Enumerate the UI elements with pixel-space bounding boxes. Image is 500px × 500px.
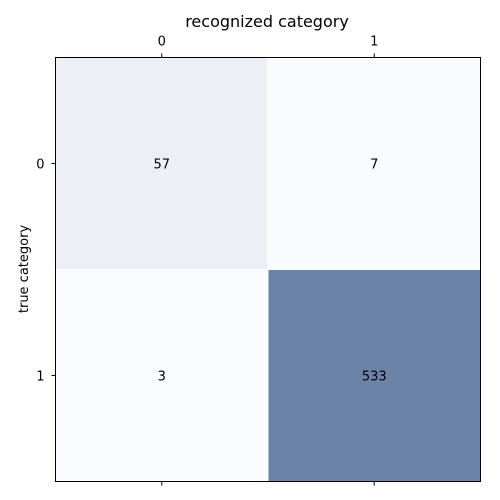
x-tick-label: 0: [158, 35, 166, 50]
plot-frame: [55, 57, 481, 482]
heatmap-cell: [267, 57, 481, 270]
x-axis-title: recognized category: [185, 12, 349, 31]
heatmap-cells: [55, 57, 481, 482]
axis-ticks: 0 1 0 1: [36, 35, 378, 486]
y-axis-title: true category: [17, 225, 32, 314]
heatmap-cell: [267, 269, 481, 482]
heatmap-cell: [55, 57, 269, 270]
y-tick-label: 1: [36, 370, 44, 385]
cell-value-label: 57: [153, 158, 170, 173]
cell-value-label: 533: [362, 370, 387, 385]
cell-value-label: 3: [158, 370, 166, 385]
x-tick-label: 1: [370, 35, 378, 50]
cell-value-label: 7: [370, 158, 378, 173]
y-tick-label: 0: [36, 158, 44, 173]
heatmap-cell: [55, 269, 269, 482]
heatmap-cell-labels: 57 7 3 533: [153, 158, 386, 385]
